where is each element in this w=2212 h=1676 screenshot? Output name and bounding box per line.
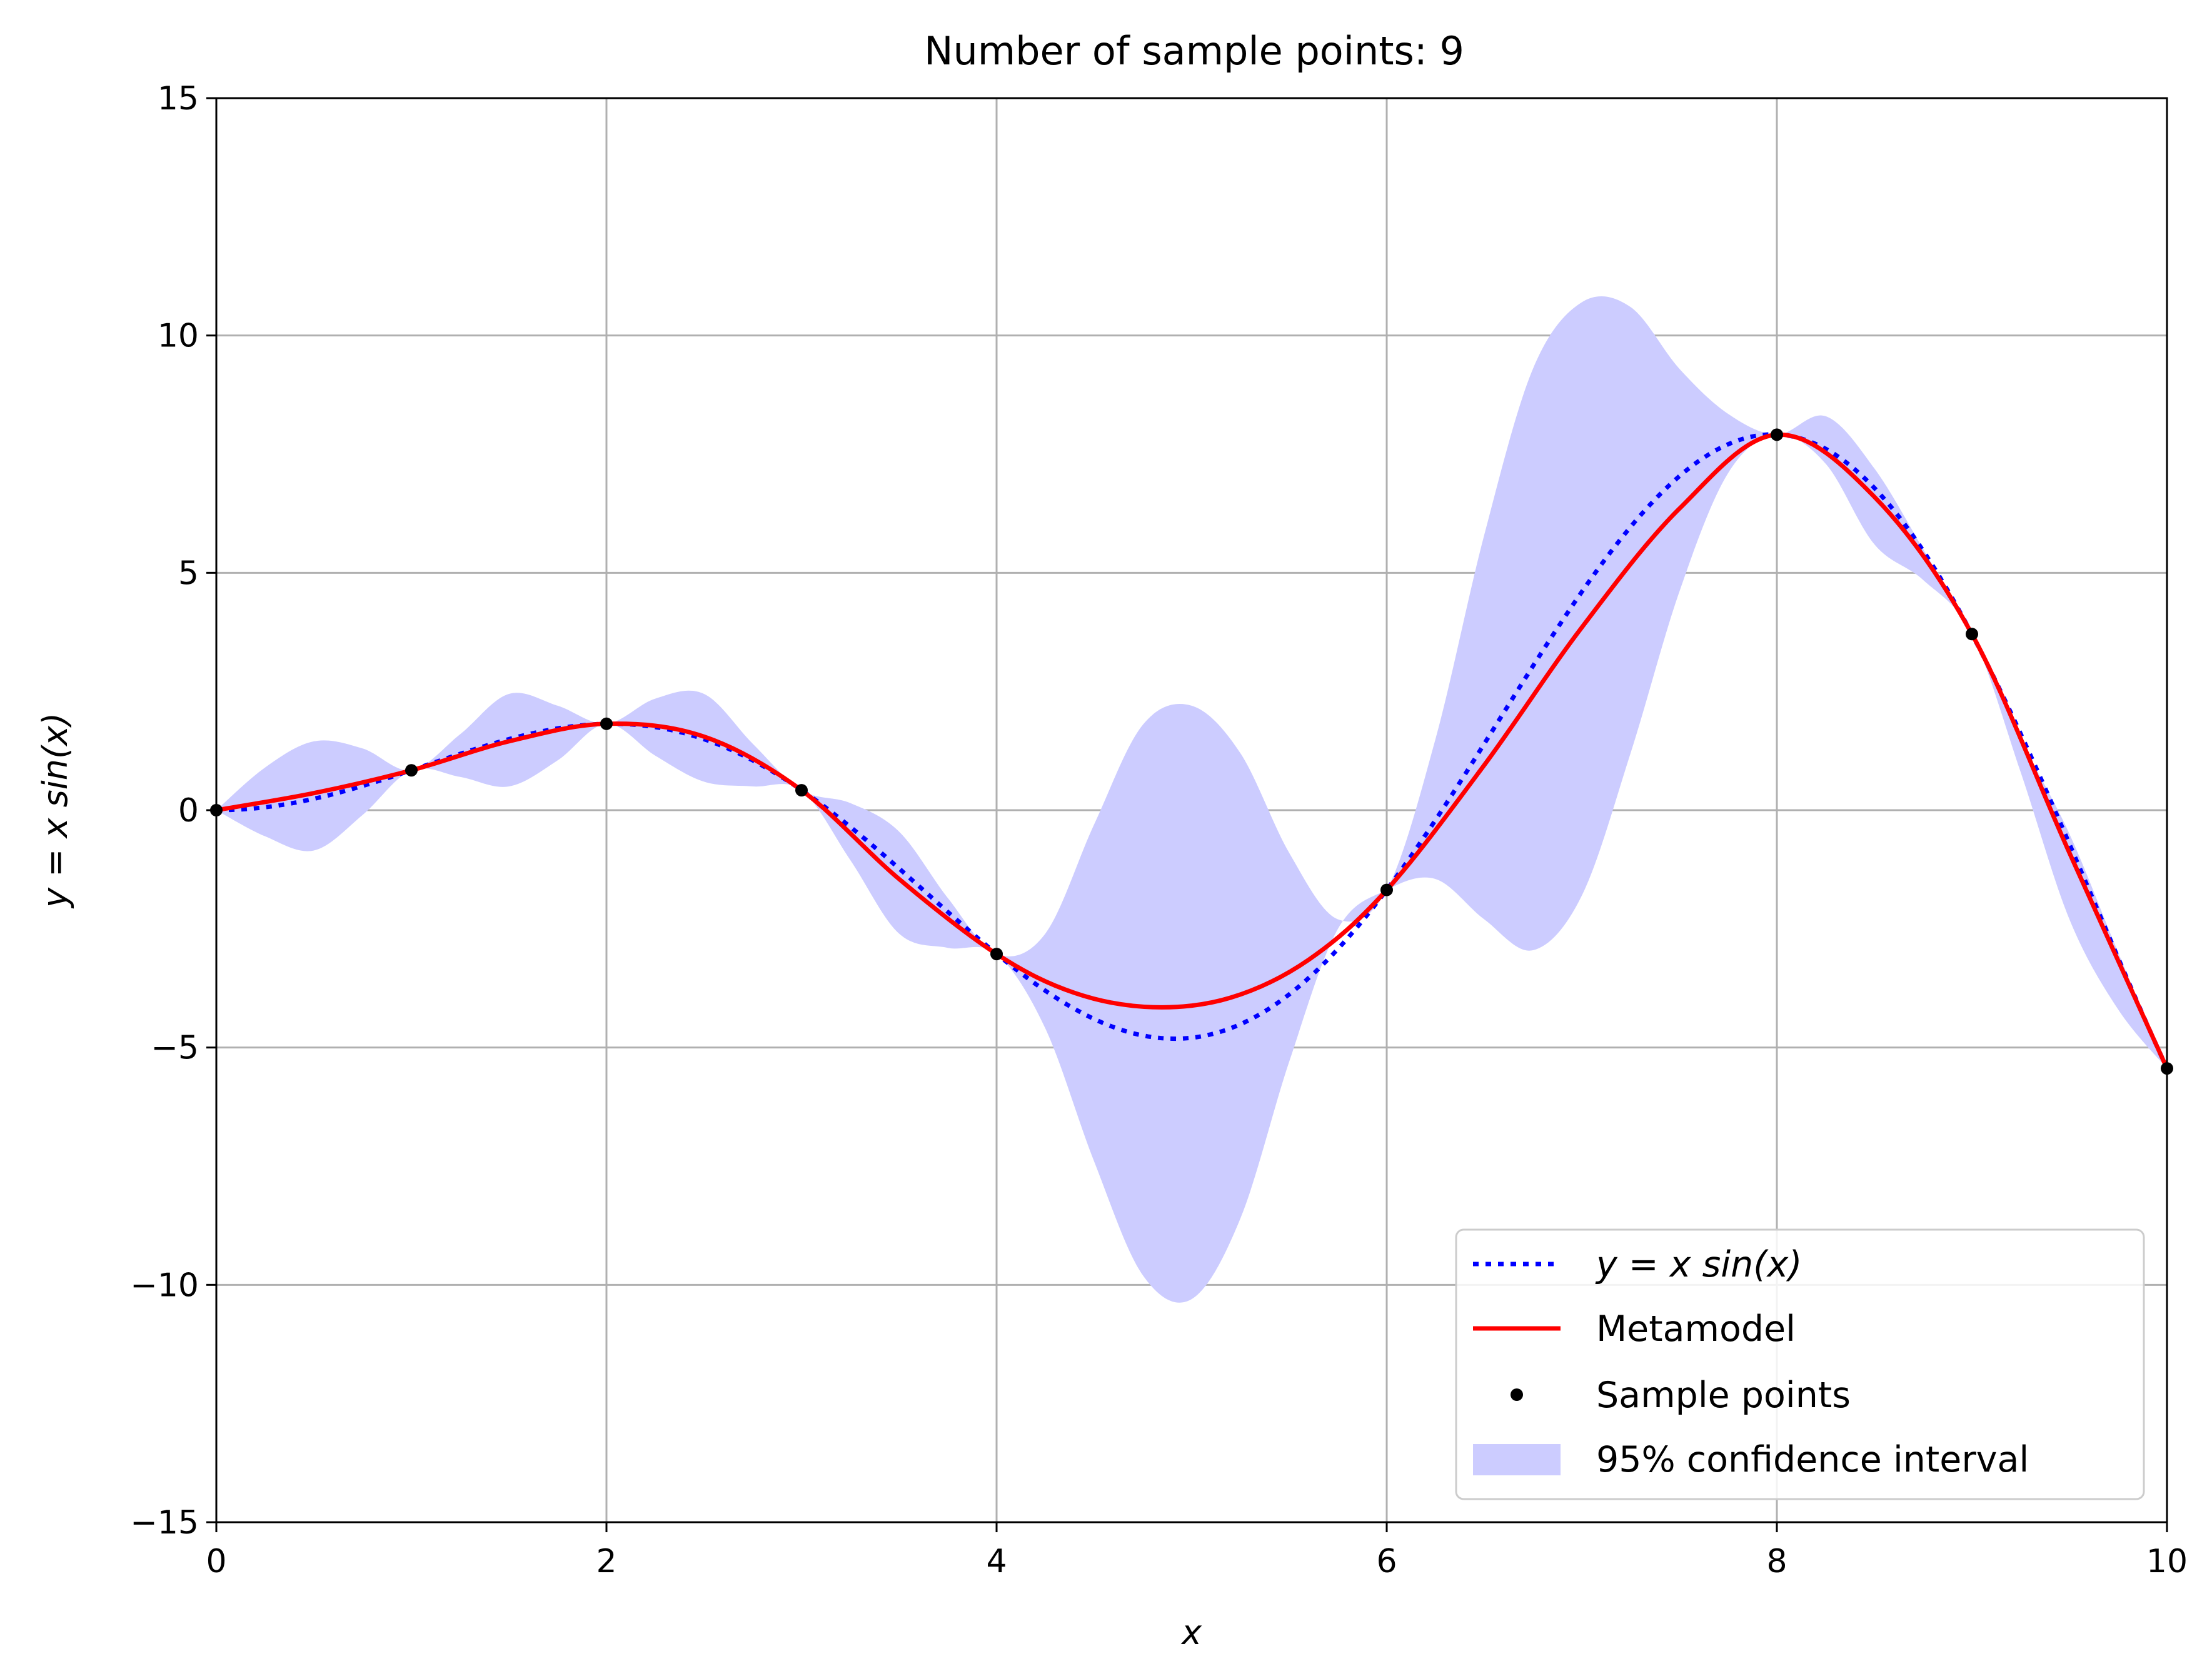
legend-true-function-label: y = x sin(x) (1595, 1244, 1802, 1285)
chart-title: Number of sample points: 9 (924, 28, 1464, 74)
y-tick-label: −15 (130, 1504, 199, 1542)
y-tick-label: 10 (158, 318, 199, 355)
x-tick-label: 2 (596, 1543, 616, 1580)
x-tick-label: 8 (1766, 1543, 1787, 1580)
x-axis-label: x (1180, 1613, 1202, 1652)
sample-point (795, 784, 808, 797)
confidence-band-layer (216, 296, 2167, 1303)
y-axis-ticks: −15 −10 −5 0 5 10 15 (130, 80, 216, 1542)
x-tick-label: 10 (2146, 1543, 2188, 1580)
y-tick-label: 15 (158, 80, 199, 118)
x-tick-label: 4 (986, 1543, 1007, 1580)
curve-layer (216, 432, 2167, 1070)
sample-point (1380, 883, 1393, 896)
x-axis-ticks: 0 2 4 6 8 10 (206, 1522, 2188, 1580)
x-tick-label: 0 (206, 1543, 226, 1580)
legend-sample-points-swatch (1511, 1388, 1523, 1401)
legend-confidence-label: 95% confidence interval (1596, 1439, 2029, 1480)
sample-point (405, 764, 418, 777)
sample-point (1966, 628, 1978, 641)
legend-metamodel-label: Metamodel (1596, 1308, 1796, 1350)
legend: y = x sin(x) Metamodel Sample points 95%… (1455, 1228, 2145, 1500)
sample-point (600, 717, 613, 730)
metamodel-line (216, 432, 2167, 1070)
x-tick-label: 6 (1376, 1543, 1397, 1580)
sample-point (990, 948, 1003, 961)
y-tick-label: −10 (130, 1267, 199, 1304)
y-tick-label: 5 (178, 554, 199, 592)
legend-confidence-swatch (1473, 1444, 1561, 1475)
y-axis-label: y = x sin(x) (36, 713, 75, 909)
y-tick-label: 0 (178, 792, 199, 830)
confidence-interval-band (216, 296, 2167, 1303)
y-tick-label: −5 (151, 1030, 199, 1067)
legend-sample-points-label: Sample points (1596, 1375, 1851, 1416)
sample-point (1771, 428, 1783, 441)
legend-box (1455, 1228, 2145, 1500)
